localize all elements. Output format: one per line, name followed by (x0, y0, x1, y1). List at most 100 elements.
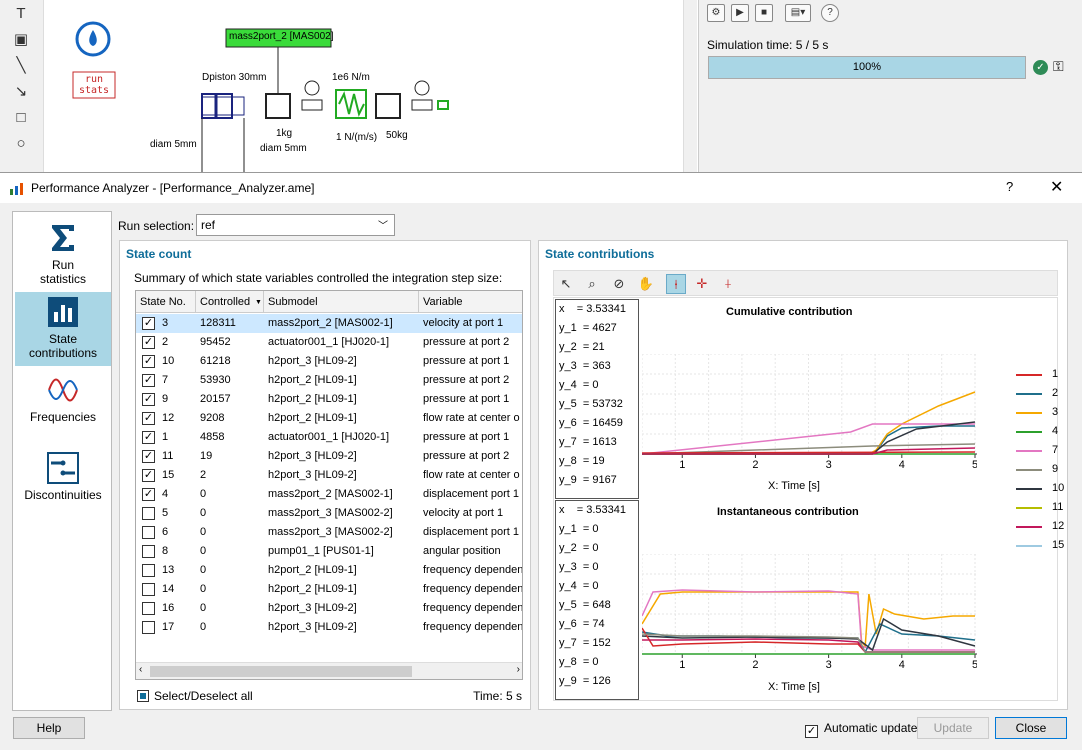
zoom-out-icon[interactable]: ⊘ (613, 276, 625, 291)
arrow-tool-icon[interactable]: ↘ (14, 83, 28, 100)
help-icon[interactable]: ? (821, 4, 839, 22)
table-row[interactable]: 14 0 h2port_2 [HL09-1] frequency dependen (136, 580, 522, 599)
stop-icon[interactable]: ■ (755, 4, 773, 22)
settings-icon[interactable]: ⚙ (707, 4, 725, 22)
legend-label: 15 (1052, 539, 1065, 551)
scroll-left-icon[interactable]: ‹ (139, 664, 143, 675)
table-row[interactable]: ✓ 15 2 h2port_3 [HL09-2] flow rate at center… (136, 466, 522, 485)
row-checkbox[interactable] (142, 545, 155, 558)
sidebar-item-frequencies[interactable]: Frequencies (15, 370, 111, 432)
table-row[interactable]: 17 0 h2port_3 [HL09-2] frequency dependen (136, 618, 522, 637)
table-row[interactable]: 5 0 mass2port_3 [MAS002-2] velocity at port… (136, 504, 522, 523)
table-row[interactable]: ✓ 4 0 mass2port_2 [MAS002-1] displacement po… (136, 485, 522, 504)
instantaneous-cursor-readout: x = 3.53341 y_1 = 0 y_2 = 0 y_3 = 0 y_4 = 0 y… (555, 500, 639, 700)
row-checkbox[interactable]: ✓ (142, 431, 155, 444)
sketch-canvas[interactable]: mass2port_2 [MAS002] run stats Dpiston 3… (44, 0, 684, 172)
rectangle-tool-icon[interactable]: □ (16, 109, 26, 126)
cell-state-no: 1 (162, 431, 169, 443)
readout-line: y_8 = 0 (559, 656, 599, 668)
table-row[interactable]: ✓ 12 9208 h2port_2 [HL09-1] flow rate at cen… (136, 409, 522, 428)
column-header-state-no[interactable]: State No. (136, 291, 196, 313)
legend-label: 7 (1052, 444, 1059, 456)
play-icon[interactable]: ▶ (731, 4, 749, 22)
row-checkbox[interactable] (142, 583, 155, 596)
row-checkbox[interactable]: ✓ (142, 317, 155, 330)
plot-area[interactable]: x = 3.53341 y_1 = 4627 y_2 = 21 y_3 = 363 y_… (553, 297, 1064, 701)
table-row[interactable]: ✓ 1 4858 actuator001_1 [HJ020-1] pressure at… (136, 428, 522, 447)
row-checkbox[interactable]: ✓ (142, 450, 155, 463)
pointer-icon[interactable]: ↖ (560, 276, 572, 291)
cell-state-no: 2 (162, 336, 169, 348)
canvas-vertical-scrollbar[interactable] (683, 0, 697, 172)
row-checkbox[interactable]: ✓ (142, 412, 155, 425)
row-checkbox[interactable]: ✓ (142, 355, 155, 368)
sidebar-item-discontinuities[interactable]: Discontinuities (15, 448, 111, 508)
close-window-button[interactable]: ✕ (1050, 179, 1064, 196)
cell-controlled: 0 (200, 583, 207, 595)
x-tick-label: 5 (972, 459, 977, 471)
row-checkbox[interactable] (142, 564, 155, 577)
column-header-submodel[interactable]: Submodel (264, 291, 419, 313)
run-selection-label: Run selection: (118, 219, 195, 233)
sidebar-item-state-contributions[interactable]: State contributions (15, 292, 111, 366)
line-tool-icon[interactable]: ╲ (16, 57, 26, 74)
row-checkbox[interactable] (142, 602, 155, 615)
row-checkbox[interactable]: ✓ (142, 488, 155, 501)
table-row[interactable]: ✓ 9 20157 h2port_2 [HL09-1] pressure at port… (136, 390, 522, 409)
cell-submodel: mass2port_2 [MAS002-1] (268, 317, 393, 329)
lock-icon[interactable]: ⚿ (1053, 58, 1064, 74)
column-header-variable[interactable]: Variable (423, 296, 463, 308)
table-row[interactable]: ✓ 2 95452 actuator001_1 [HJ020-1] pressure a… (136, 333, 522, 352)
scrollbar-thumb[interactable] (150, 666, 412, 677)
ellipse-tool-icon[interactable]: ○ (16, 135, 26, 152)
update-button[interactable]: Update (917, 717, 989, 739)
image-tool-icon[interactable]: ▣ (13, 31, 29, 48)
cumulative-plot[interactable]: 1 2 3 4 5 (642, 354, 977, 474)
scroll-right-icon[interactable]: › (516, 664, 520, 675)
row-checkbox[interactable] (142, 621, 155, 634)
zoom-icon[interactable]: ⌕ (588, 276, 596, 291)
sidebar-item-run-statistics[interactable]: Run statistics (15, 218, 111, 288)
pan-icon[interactable]: ✋ (637, 276, 655, 291)
cell-controlled: 0 (200, 488, 207, 500)
help-button[interactable]: Help (13, 717, 85, 739)
close-button[interactable]: Close (995, 717, 1067, 739)
cell-controlled: 4858 (200, 431, 225, 443)
table-horizontal-scrollbar[interactable]: ‹ › (136, 662, 522, 679)
export-menu-icon[interactable]: ▤▾ (785, 4, 811, 22)
row-checkbox[interactable]: ✓ (142, 469, 155, 482)
table-row[interactable]: ✓ 10 61218 h2port_3 [HL09-2] pressure at por… (136, 352, 522, 371)
automatic-update-checkbox[interactable]: ✓ Automatic update (805, 721, 917, 738)
select-all-checkbox[interactable]: Select/Deselect all (137, 689, 253, 703)
vertical-cursor-icon[interactable]: ⍿ (666, 274, 686, 294)
automatic-update-box[interactable]: ✓ (805, 725, 818, 738)
row-checkbox[interactable]: ✓ (142, 393, 155, 406)
cell-state-no: 17 (162, 621, 175, 633)
row-checkbox[interactable]: ✓ (142, 336, 155, 349)
column-header-controlled[interactable]: Controlled (196, 291, 264, 313)
x-tick-label: 3 (826, 459, 832, 471)
cell-variable: pressure at port 1 (423, 393, 510, 405)
dual-cursor-icon[interactable]: ⍭ (724, 276, 732, 291)
text-tool-icon[interactable]: T (16, 5, 26, 22)
instantaneous-plot[interactable]: 1 2 3 4 5 (642, 554, 977, 674)
table-row[interactable]: ✓ 11 19 h2port_3 [HL09-2] pressure at port 2 (136, 447, 522, 466)
table-row[interactable]: 16 0 h2port_3 [HL09-2] frequency dependen (136, 599, 522, 618)
table-row[interactable]: ✓ 7 53930 h2port_2 [HL09-1] pressure at port… (136, 371, 522, 390)
automatic-update-label: Automatic update (824, 721, 918, 735)
readout-line: y_7 = 1613 (559, 436, 617, 448)
table-row[interactable]: 13 0 h2port_2 [HL09-1] frequency dependen (136, 561, 522, 580)
table-row[interactable]: ✓ 3 128311 mass2port_2 [MAS002-1] velocity a… (136, 314, 522, 333)
table-row[interactable]: 8 0 pump01_1 [PUS01-1] angular position (136, 542, 522, 561)
row-checkbox[interactable] (142, 526, 155, 539)
row-checkbox[interactable] (142, 507, 155, 520)
run-selection-dropdown[interactable]: ref ﹀ (196, 214, 395, 236)
table-row[interactable]: 6 0 mass2port_3 [MAS002-2] displacement por… (136, 523, 522, 542)
cross-cursor-icon[interactable]: ✛ (696, 276, 708, 291)
help-title-button[interactable]: ? (1006, 179, 1014, 194)
row-checkbox[interactable]: ✓ (142, 374, 155, 387)
select-all-box[interactable] (137, 690, 149, 702)
series-line-12 (642, 447, 976, 455)
legend-swatch (1016, 507, 1042, 509)
cell-state-no: 7 (162, 374, 169, 386)
